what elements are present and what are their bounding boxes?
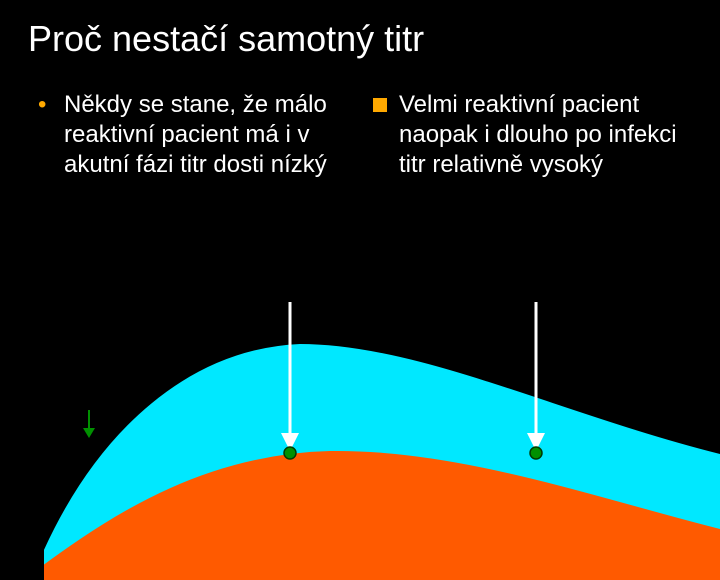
reactivity-chart [0,280,720,540]
data-point-0 [284,447,296,459]
left-bullet: Někdy se stane, že málo reaktivní pacien… [60,90,355,180]
page-title: Proč nestačí samotný titr [0,0,720,60]
right-bullet: Velmi reaktivní pacient naopak i dlouho … [395,90,690,180]
small-down-arrow-icon [82,410,96,438]
left-bullet-text: Někdy se stane, že málo reaktivní pacien… [60,90,355,180]
bullet-columns: Někdy se stane, že málo reaktivní pacien… [0,60,720,180]
right-bullet-text: Velmi reaktivní pacient naopak i dlouho … [395,90,690,180]
data-point-1 [530,447,542,459]
